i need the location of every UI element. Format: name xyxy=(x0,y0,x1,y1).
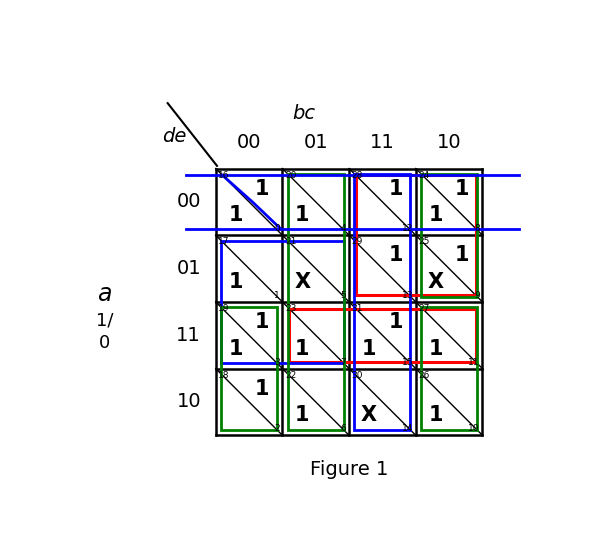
Text: 11: 11 xyxy=(370,133,395,152)
Text: 11: 11 xyxy=(176,326,201,345)
Text: 1: 1 xyxy=(274,291,280,300)
Text: 25: 25 xyxy=(418,237,430,246)
Text: 15: 15 xyxy=(402,358,413,367)
Text: 27: 27 xyxy=(418,304,430,313)
Text: 1: 1 xyxy=(388,245,403,265)
Text: 1/: 1/ xyxy=(96,312,113,330)
Bar xyxy=(421,307,477,430)
Text: 10: 10 xyxy=(437,133,461,152)
Text: 1: 1 xyxy=(388,312,403,332)
Text: 1: 1 xyxy=(255,378,270,399)
Text: 22: 22 xyxy=(285,370,296,380)
Text: 10: 10 xyxy=(176,393,201,412)
Text: 3: 3 xyxy=(274,358,280,367)
Text: 8: 8 xyxy=(474,224,480,233)
Text: 10: 10 xyxy=(468,424,480,433)
Text: 24: 24 xyxy=(418,171,430,180)
Text: 4: 4 xyxy=(341,224,346,233)
Text: 29: 29 xyxy=(352,237,363,246)
Text: 23: 23 xyxy=(285,304,296,313)
Text: 21: 21 xyxy=(285,237,296,246)
Text: 12: 12 xyxy=(402,224,413,233)
Bar xyxy=(221,241,344,363)
Text: 00: 00 xyxy=(176,192,201,211)
Text: 1: 1 xyxy=(295,405,310,425)
Text: 17: 17 xyxy=(218,237,230,246)
Text: de: de xyxy=(162,127,186,146)
Bar xyxy=(421,174,477,296)
Text: a: a xyxy=(97,282,112,306)
Text: 31: 31 xyxy=(352,304,363,313)
Bar xyxy=(289,308,476,362)
Text: 1: 1 xyxy=(255,312,270,332)
Text: 9: 9 xyxy=(474,291,480,300)
Text: bc: bc xyxy=(292,104,315,123)
Text: 7: 7 xyxy=(340,358,346,367)
Text: 1: 1 xyxy=(428,405,443,425)
Bar xyxy=(221,307,277,430)
Text: 13: 13 xyxy=(402,291,413,300)
Text: 1: 1 xyxy=(428,205,443,225)
Text: X: X xyxy=(361,405,377,425)
Text: 1: 1 xyxy=(455,245,470,265)
Text: Figure 1: Figure 1 xyxy=(310,460,388,479)
Bar xyxy=(288,174,344,430)
Text: 19: 19 xyxy=(218,304,230,313)
Text: 01: 01 xyxy=(303,133,328,152)
Text: 30: 30 xyxy=(352,370,363,380)
Text: X: X xyxy=(428,272,444,292)
Text: 1: 1 xyxy=(455,179,470,199)
Text: 1: 1 xyxy=(255,179,270,199)
Text: 5: 5 xyxy=(340,291,346,300)
Text: 11: 11 xyxy=(468,358,480,367)
Bar xyxy=(356,175,476,295)
Text: 1: 1 xyxy=(228,272,243,292)
Text: 6: 6 xyxy=(340,424,346,433)
Text: 0: 0 xyxy=(99,334,110,352)
Text: 20: 20 xyxy=(285,171,296,180)
Text: 01: 01 xyxy=(176,259,201,278)
Text: 1: 1 xyxy=(295,339,310,358)
Text: 26: 26 xyxy=(418,370,430,380)
Text: 1: 1 xyxy=(295,205,310,225)
Text: 1: 1 xyxy=(228,339,243,358)
Text: 28: 28 xyxy=(352,171,363,180)
Text: 2: 2 xyxy=(274,424,280,433)
Bar xyxy=(355,174,411,430)
Text: 1: 1 xyxy=(428,339,443,358)
Text: 00: 00 xyxy=(237,133,261,152)
Text: 1: 1 xyxy=(228,205,243,225)
Text: X: X xyxy=(294,272,310,292)
Text: 1: 1 xyxy=(388,179,403,199)
Text: 14: 14 xyxy=(402,424,413,433)
Text: 1: 1 xyxy=(362,339,376,358)
Text: 0: 0 xyxy=(274,224,280,233)
Text: 18: 18 xyxy=(218,370,230,380)
Text: 16: 16 xyxy=(218,171,230,180)
